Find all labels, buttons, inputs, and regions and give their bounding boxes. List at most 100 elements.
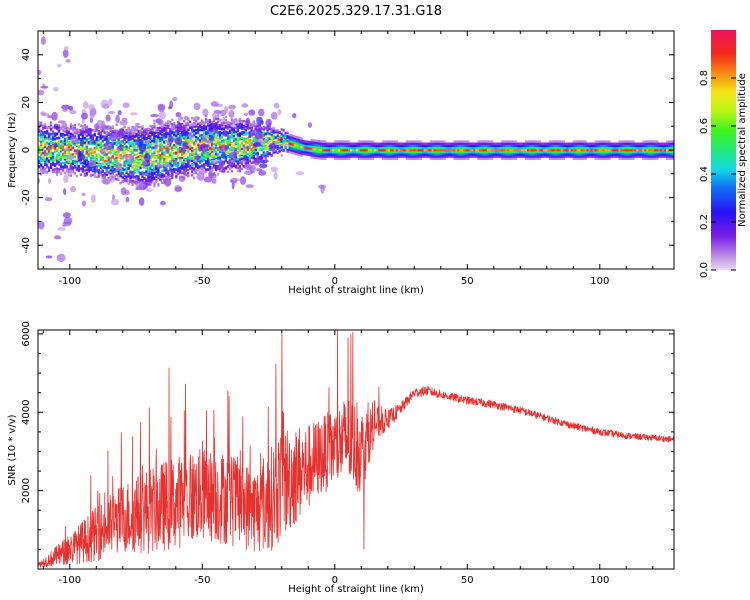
heatmap-cell bbox=[234, 166, 238, 169]
heatmap-cell bbox=[560, 148, 563, 152]
heatmap-cell bbox=[77, 168, 81, 172]
heatmap-cell bbox=[177, 169, 180, 172]
heatmap-cell bbox=[473, 151, 476, 154]
heatmap-cell bbox=[598, 157, 601, 160]
heatmap-cell bbox=[397, 151, 401, 154]
heatmap-cell bbox=[324, 151, 327, 154]
heatmap-cell bbox=[566, 146, 569, 150]
heatmap-cell bbox=[346, 142, 349, 145]
heatmap-cell bbox=[503, 153, 506, 156]
heatmap-cell bbox=[256, 154, 259, 157]
heatmap-cell bbox=[310, 153, 313, 157]
heatmap-cell bbox=[572, 140, 575, 143]
heatmap-cell bbox=[226, 165, 230, 169]
heatmap-cell bbox=[87, 170, 90, 173]
heatmap-cell bbox=[139, 129, 142, 132]
heatmap-blob bbox=[45, 255, 53, 259]
heatmap-cell bbox=[369, 148, 373, 152]
heatmap-cell bbox=[53, 162, 57, 166]
heatmap-cell bbox=[165, 140, 168, 143]
heatmap-cell bbox=[650, 153, 653, 156]
heatmap-cell bbox=[652, 155, 655, 158]
heatmap-cell bbox=[204, 132, 208, 136]
heatmap-blob bbox=[295, 171, 305, 176]
heatmap-cell bbox=[520, 142, 524, 145]
heatmap-cell bbox=[290, 140, 293, 144]
heatmap-cell bbox=[421, 146, 424, 150]
heatmap-cell bbox=[660, 144, 663, 148]
heatmap-cell bbox=[294, 143, 297, 147]
heatmap-cell bbox=[105, 157, 108, 161]
heatmap-cell bbox=[161, 133, 164, 137]
heatmap-cell bbox=[238, 117, 242, 121]
heatmap-cell bbox=[433, 142, 436, 145]
heatmap-cell bbox=[318, 144, 321, 147]
heatmap-cell bbox=[586, 153, 589, 156]
heatmap-cell bbox=[656, 142, 659, 145]
heatmap-cell bbox=[431, 153, 434, 156]
heatmap-cell bbox=[206, 148, 210, 152]
heatmap-cell bbox=[173, 144, 176, 147]
heatmap-cell bbox=[65, 158, 69, 161]
heatmap-cell bbox=[451, 151, 454, 154]
heatmap-cell bbox=[429, 155, 432, 158]
heatmap-cell bbox=[439, 153, 442, 156]
heatmap-cell bbox=[57, 126, 61, 129]
heatmap-cell bbox=[668, 157, 671, 160]
heatmap-cell bbox=[107, 176, 110, 180]
heatmap-cell bbox=[175, 129, 178, 133]
heatmap-blob bbox=[125, 196, 130, 203]
heatmap-cell bbox=[439, 144, 442, 148]
heatmap-cell bbox=[101, 165, 104, 169]
heatmap-cell bbox=[632, 144, 635, 148]
heatmap-cell bbox=[588, 144, 591, 148]
heatmap-cell bbox=[511, 148, 514, 152]
spectrogram-y-tick-label: -40 bbox=[21, 237, 32, 253]
heatmap-cell bbox=[516, 153, 520, 156]
heatmap-cell bbox=[411, 153, 414, 156]
heatmap-cell bbox=[534, 140, 538, 143]
heatmap-cell bbox=[614, 144, 617, 148]
heatmap-cell bbox=[157, 176, 160, 179]
heatmap-cell bbox=[210, 169, 214, 172]
heatmap-cell bbox=[666, 140, 669, 143]
heatmap-cell bbox=[53, 158, 57, 161]
heatmap-cell bbox=[501, 140, 504, 143]
heatmap-cell bbox=[210, 170, 214, 173]
heatmap-cell bbox=[63, 165, 67, 168]
heatmap-cell bbox=[49, 147, 53, 150]
heatmap-cell bbox=[306, 140, 309, 143]
heatmap-cell bbox=[580, 144, 583, 148]
heatmap-cell bbox=[181, 117, 184, 120]
heatmap-cell bbox=[200, 157, 204, 160]
heatmap-cell bbox=[93, 148, 96, 152]
heatmap-cell bbox=[250, 141, 253, 145]
heatmap-cell bbox=[206, 155, 210, 158]
heatmap-cell bbox=[256, 151, 259, 155]
heatmap-blob bbox=[90, 136, 94, 145]
heatmap-cell bbox=[137, 125, 140, 129]
heatmap-blob bbox=[243, 155, 248, 159]
heatmap-cell bbox=[157, 131, 160, 135]
heatmap-cell bbox=[672, 144, 674, 148]
heatmap-cell bbox=[248, 123, 251, 126]
heatmap-cell bbox=[216, 117, 220, 121]
heatmap-cell bbox=[588, 153, 591, 156]
heatmap-cell bbox=[606, 157, 609, 160]
heatmap-cell bbox=[218, 150, 222, 154]
heatmap-cell bbox=[528, 144, 532, 148]
heatmap-cell bbox=[622, 142, 625, 145]
heatmap-cell bbox=[449, 144, 452, 148]
heatmap-cell bbox=[654, 148, 657, 152]
heatmap-cell bbox=[198, 153, 202, 156]
heatmap-blob bbox=[211, 159, 219, 165]
heatmap-cell bbox=[636, 146, 639, 150]
heatmap-cell bbox=[383, 144, 387, 148]
heatmap-cell bbox=[318, 146, 321, 149]
heatmap-cell bbox=[89, 147, 92, 151]
heatmap-cell bbox=[179, 149, 182, 153]
heatmap-cell bbox=[518, 153, 522, 156]
heatmap-cell bbox=[417, 155, 420, 158]
heatmap-cell bbox=[224, 159, 228, 162]
heatmap-cell bbox=[425, 153, 428, 156]
